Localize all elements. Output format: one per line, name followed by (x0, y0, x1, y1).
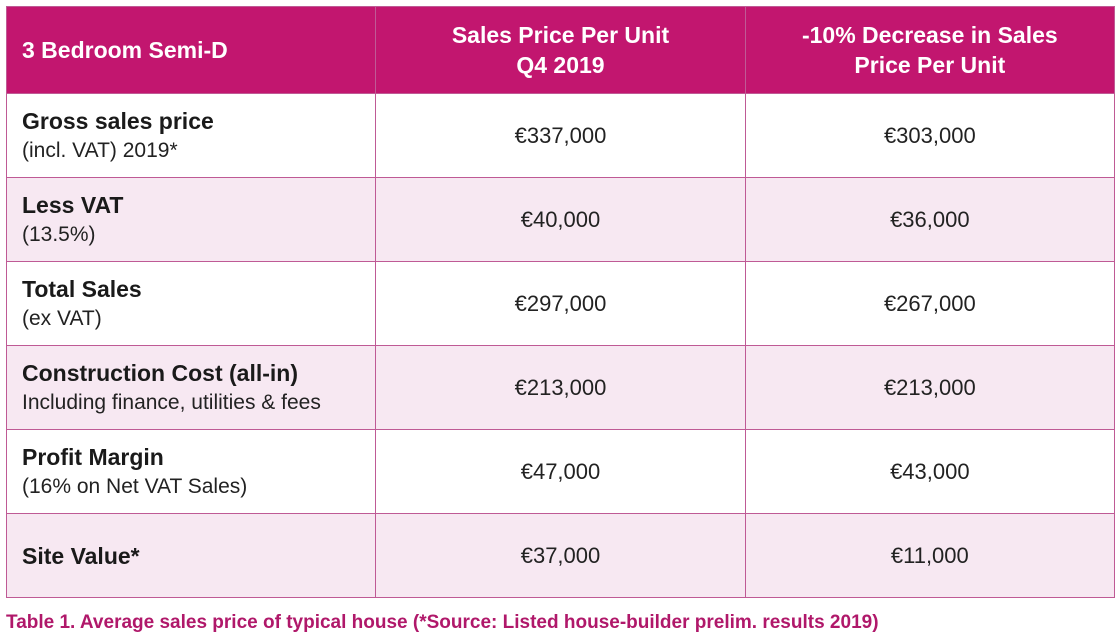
row-label-cell: Total Sales (ex VAT) (5, 261, 377, 346)
row-label: Less VAT (22, 191, 124, 218)
decrease-value: €267,000 (744, 261, 1116, 346)
q4-2019-value: €47,000 (375, 429, 746, 514)
header-q4-2019-line1: Sales Price Per Unit (451, 22, 670, 48)
table-row: Site Value* €37,000 €11,000 (5, 513, 1116, 598)
header-decrease-line2: Price Per Unit (854, 52, 1006, 78)
row-label-cell: Site Value* (5, 513, 377, 598)
header-q4-2019-line2: Q4 2019 (516, 52, 605, 78)
header-decrease: -10% Decrease in Sales Price Per Unit (744, 6, 1116, 94)
row-label: Construction Cost (all-in) (22, 359, 298, 386)
row-sublabel: (13.5%) (22, 222, 96, 246)
row-sublabel: Including finance, utilities & fees (22, 390, 321, 414)
q4-2019-value: €213,000 (375, 345, 746, 430)
row-label: Gross sales price (22, 107, 214, 134)
row-label: Site Value* (22, 542, 140, 569)
row-label-cell: Profit Margin (16% on Net VAT Sales) (5, 429, 377, 514)
table-row: Total Sales (ex VAT) €297,000 €267,000 (5, 261, 1116, 346)
table-row: Gross sales price (incl. VAT) 2019* €337,0… (5, 93, 1116, 178)
decrease-value: €213,000 (744, 345, 1116, 430)
row-label: Total Sales (22, 275, 142, 302)
header-q4-2019: Sales Price Per Unit Q4 2019 (375, 6, 746, 94)
table-row: Less VAT (13.5%) €40,000 €36,000 (5, 177, 1116, 262)
table-row: Profit Margin (16% on Net VAT Sales) €47,0… (5, 429, 1116, 514)
row-sublabel: (16% on Net VAT Sales) (22, 474, 248, 498)
q4-2019-value: €37,000 (375, 513, 746, 598)
header-decrease-line1: -10% Decrease in Sales (801, 22, 1058, 48)
row-label-cell: Construction Cost (all-in) Including fina… (5, 345, 377, 430)
sales-price-table: 3 Bedroom Semi-D Sales Price Per Unit Q4… (5, 6, 1116, 598)
header-row: 3 Bedroom Semi-D Sales Price Per Unit Q4… (5, 6, 1116, 94)
q4-2019-value: €337,000 (375, 93, 746, 178)
table-row: Construction Cost (all-in) Including fina… (5, 345, 1116, 430)
decrease-value: €11,000 (744, 513, 1116, 598)
header-property-type: 3 Bedroom Semi-D (5, 6, 377, 94)
q4-2019-value: €40,000 (375, 177, 746, 262)
decrease-value: €303,000 (744, 93, 1116, 178)
row-sublabel: (ex VAT) (22, 306, 102, 330)
decrease-value: €43,000 (744, 429, 1116, 514)
table-caption: Table 1. Average sales price of typical … (6, 612, 879, 633)
row-label-cell: Less VAT (13.5%) (5, 177, 377, 262)
q4-2019-value: €297,000 (375, 261, 746, 346)
row-sublabel: (incl. VAT) 2019* (22, 138, 178, 162)
row-label-cell: Gross sales price (incl. VAT) 2019* (5, 93, 377, 178)
decrease-value: €36,000 (744, 177, 1116, 262)
row-label: Profit Margin (22, 443, 164, 470)
